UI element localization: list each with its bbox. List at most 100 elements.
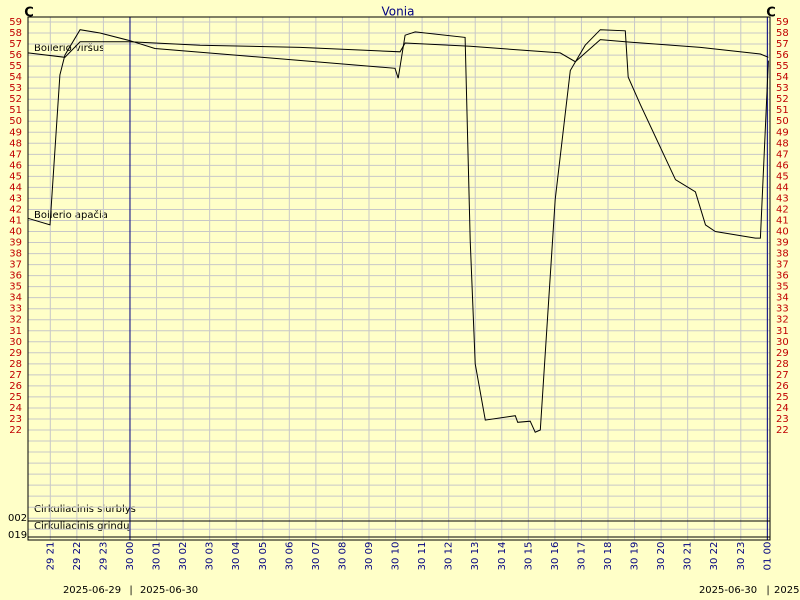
x-tick-label: 30 21: [683, 542, 694, 571]
y-tick-label: 47: [9, 149, 22, 160]
y2-tick-label: 35: [776, 282, 789, 293]
y-tick-label: 39: [9, 238, 22, 249]
y2-tick-label: 54: [776, 72, 789, 83]
y-tick-label: 29: [9, 348, 22, 359]
x-tick-label: 30 19: [630, 542, 641, 571]
y2-tick-label: 29: [776, 348, 789, 359]
y2-tick-label: 45: [776, 171, 789, 182]
x-tick-label: 30 18: [603, 542, 614, 571]
y2-tick-label: 46: [776, 160, 789, 171]
y2-tick-label: 59: [776, 17, 789, 28]
y2-tick-label: 33: [776, 304, 789, 315]
y2-tick-label: 30: [776, 337, 789, 348]
y-axis-label: C: [24, 6, 34, 21]
y2-tick-label: 27: [776, 370, 789, 381]
x-tick-label: 30 08: [337, 542, 348, 571]
series-line: [27, 29, 769, 433]
x-tick-label: 30 02: [178, 542, 189, 571]
channel-id: 002: [8, 513, 27, 524]
y-tick-label: 24: [9, 403, 22, 414]
y-tick-label: 32: [9, 315, 22, 326]
y2-tick-label: 37: [776, 260, 789, 271]
y-tick-label: 52: [9, 94, 22, 105]
date-separator: |: [129, 585, 132, 596]
channel-name: Cirkuliacinis grindų: [34, 521, 130, 532]
chart-title: Vonia: [382, 5, 415, 19]
y-tick-label: 59: [9, 17, 22, 28]
y2-tick-label: 22: [776, 425, 789, 436]
x-tick-label: 30 17: [576, 542, 587, 571]
y-tick-label: 30: [9, 337, 22, 348]
y-tick-label: 57: [9, 39, 22, 50]
y-tick-label: 53: [9, 83, 22, 94]
y-tick-label: 44: [9, 182, 22, 193]
y-tick-label: 36: [9, 271, 22, 282]
y2-tick-label: 53: [776, 83, 789, 94]
x-tick-label: 30 11: [417, 542, 428, 571]
y2-tick-label: 58: [776, 28, 789, 39]
y-tick-label: 51: [9, 105, 22, 116]
y2-tick-label: 41: [776, 215, 789, 226]
y-tick-label: 40: [9, 227, 22, 238]
y-tick-label: 46: [9, 160, 22, 171]
y-tick-label: 49: [9, 127, 22, 138]
x-tick-label: 30 01: [152, 542, 163, 571]
y2-tick-label: 42: [776, 204, 789, 215]
x-tick-label: 30 00: [125, 542, 136, 571]
y2-tick-label: 49: [776, 127, 789, 138]
date-label: 2025-06-30: [699, 585, 757, 596]
y2-tick-label: 40: [776, 227, 789, 238]
y-tick-label: 54: [9, 72, 22, 83]
y2-tick-label: 38: [776, 249, 789, 260]
y-tick-label: 58: [9, 28, 22, 39]
y2-tick-label: 50: [776, 116, 789, 127]
x-tick-label: 29 22: [72, 542, 83, 571]
y2-tick-label: 51: [776, 105, 789, 116]
y-tick-label: 48: [9, 138, 22, 149]
y2-tick-label: 39: [776, 238, 789, 249]
y-tick-label: 55: [9, 61, 22, 72]
plot-frame: [27, 16, 771, 541]
x-tick-label: 30 10: [391, 542, 402, 571]
y-tick-label: 56: [9, 50, 22, 61]
y-tick-label: 42: [9, 204, 22, 215]
x-tick-label: 29 23: [98, 542, 109, 571]
x-tick-label: 30 09: [364, 542, 375, 571]
y2-tick-label: 34: [776, 293, 789, 304]
y2-tick-label: 23: [776, 414, 789, 425]
date-separator: |: [766, 585, 769, 596]
y2-tick-label: 32: [776, 315, 789, 326]
x-tick-label: 30 22: [709, 542, 720, 571]
y-tick-label: 37: [9, 260, 22, 271]
y-tick-label: 31: [9, 326, 22, 337]
x-tick-label: 30 07: [311, 542, 322, 571]
x-tick-label: 30 13: [470, 542, 481, 571]
x-tick-label: 30 03: [205, 542, 216, 571]
y-tick-label: 43: [9, 193, 22, 204]
y-tick-label: 33: [9, 304, 22, 315]
y-tick-label: 50: [9, 116, 22, 127]
series-label: Boilerio apačia: [34, 209, 108, 221]
y2-tick-label: 47: [776, 149, 789, 160]
channel-id: 019: [8, 530, 27, 541]
y-tick-label: 38: [9, 249, 22, 260]
y2-tick-label: 57: [776, 39, 789, 50]
y2-tick-label: 52: [776, 94, 789, 105]
y-tick-label: 34: [9, 293, 22, 304]
y2-tick-label: 48: [776, 138, 789, 149]
y2-tick-label: 28: [776, 359, 789, 370]
y-tick-label: 41: [9, 215, 22, 226]
x-tick-label: 30 12: [444, 542, 455, 571]
y2-tick-label: 36: [776, 271, 789, 282]
y2-axis-label: C: [766, 6, 776, 21]
y-tick-label: 23: [9, 414, 22, 425]
y2-tick-label: 55: [776, 61, 789, 72]
y2-tick-label: 56: [776, 50, 789, 61]
x-tick-label: 30 04: [231, 542, 242, 571]
date-label: 2025-06-30: [140, 585, 198, 596]
series-line: [27, 39, 769, 63]
y-tick-label: 28: [9, 359, 22, 370]
x-tick-label: 30 06: [284, 542, 295, 571]
